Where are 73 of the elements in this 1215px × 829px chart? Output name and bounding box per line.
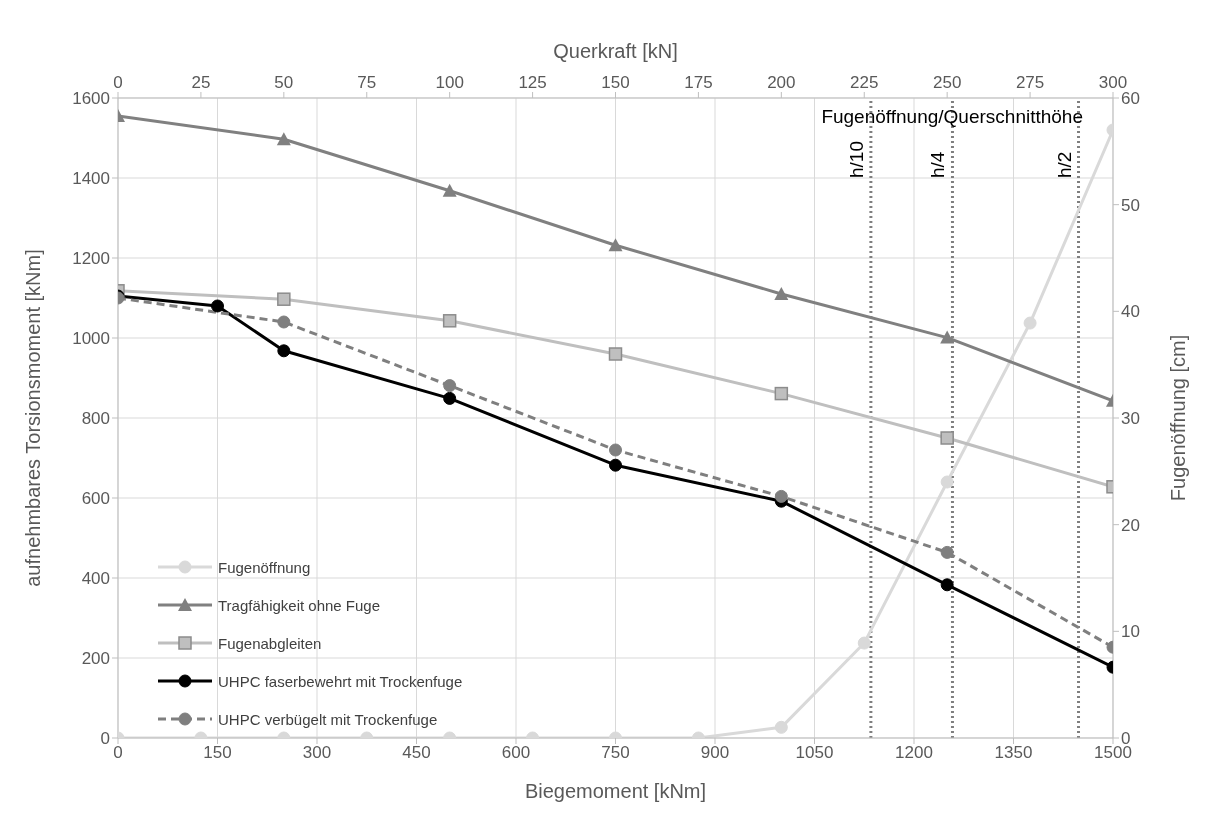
y-tick-label: 1600 (72, 89, 110, 109)
legend-label: Fugenabgleiten (218, 634, 322, 652)
legend-label: UHPC faserbewehrt mit Trockenfuge (218, 672, 463, 690)
point (940, 431, 954, 445)
x-tick-label: 450 (402, 743, 431, 763)
x2-tick-label: 225 (850, 73, 879, 92)
y-tick-label: 1200 (72, 249, 110, 269)
x2-tick-label: 275 (1015, 73, 1045, 92)
point (774, 287, 789, 300)
y2-tick-label: 50 (1121, 195, 1140, 215)
x-tick-label: 900 (700, 743, 730, 763)
x2-axis-title: Querkraft [kN] (553, 40, 678, 62)
ref-line-label: h/2 (1053, 151, 1075, 178)
y-tick-label: 400 (81, 569, 110, 589)
y-tick-label: 1000 (72, 329, 110, 349)
point (277, 344, 291, 358)
point (442, 314, 457, 328)
y2-tick-label: 60 (1121, 89, 1140, 109)
x2-tick-label: 250 (932, 73, 962, 92)
x-tick-label: 150 (203, 743, 232, 763)
point (276, 132, 291, 146)
point (774, 386, 789, 401)
y2-tick-label: 10 (1121, 622, 1140, 642)
x-tick-label: 600 (501, 743, 531, 763)
x2-tick-label: 0 (113, 73, 123, 92)
point (940, 475, 954, 489)
x2-tick-label: 150 (601, 73, 630, 92)
y-tick-label: 0 (100, 729, 110, 749)
x2-tick-label: 300 (1098, 73, 1128, 92)
x-tick-label: 750 (601, 743, 630, 763)
x-tick-label: 1050 (795, 743, 834, 763)
point (211, 299, 224, 313)
point (277, 292, 291, 306)
point (1023, 316, 1037, 330)
y-tick-label: 1400 (72, 169, 110, 189)
y-tick-label: 600 (81, 489, 110, 509)
x2-tick-label: 75 (357, 73, 377, 92)
legend-label: Tragfähigkeit ohne Fuge (218, 596, 381, 614)
y2-tick-label: 30 (1121, 409, 1140, 429)
legend-label: UHPC verbügelt mit Trockenfuge (218, 710, 438, 728)
x-tick-label: 1350 (994, 743, 1033, 763)
y2-tick-label: 20 (1121, 515, 1140, 535)
point (608, 238, 623, 252)
legend-label: Fugenöffnung (218, 558, 311, 576)
point (608, 347, 623, 361)
ref-line-label: h/4 (927, 151, 949, 178)
y-axis-title: aufnehmbares Torsionsmoment [kNm] (22, 249, 45, 587)
x2-tick-label: 100 (435, 73, 464, 92)
x2-tick-label: 50 (274, 73, 294, 92)
y-tick-label: 200 (81, 649, 110, 669)
annotation: Fugenöffnung/Querschnitthöhe (821, 106, 1083, 128)
point (609, 443, 622, 457)
point (940, 330, 955, 344)
point (443, 391, 457, 405)
y-tick-label: 800 (81, 409, 110, 429)
point (940, 545, 954, 559)
x-tick-label: 1200 (895, 743, 933, 763)
y2-axis-title: Fugenöffnung [cm] (1167, 334, 1190, 502)
x-tick-label: 300 (302, 743, 332, 763)
x2-tick-label: 175 (684, 73, 713, 92)
point (609, 458, 622, 472)
point (443, 379, 457, 393)
x-axis-title: Biegemoment [kNm] (524, 780, 707, 802)
point (774, 489, 788, 503)
point (442, 183, 457, 197)
x2-tick-label: 25 (191, 73, 211, 92)
x-tick-label: 0 (113, 743, 123, 763)
x2-tick-label: 200 (767, 73, 796, 92)
point (940, 578, 954, 592)
ref-line-label: h/10 (845, 141, 867, 178)
x2-tick-label: 125 (518, 73, 547, 92)
y2-tick-label: 40 (1121, 302, 1140, 322)
point (277, 315, 291, 329)
